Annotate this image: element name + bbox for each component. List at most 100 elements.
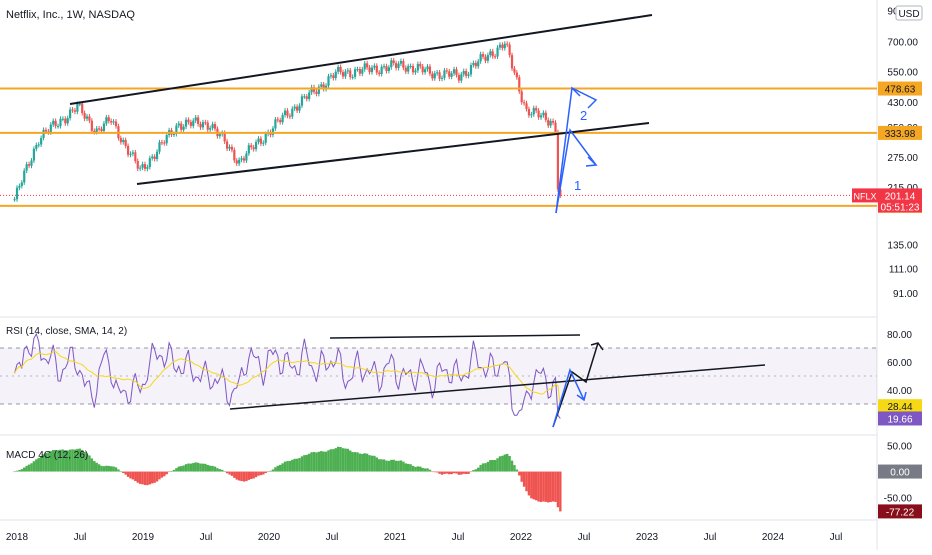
symbol-title[interactable]: Netflix, Inc., 1W, NASDAQ	[6, 9, 135, 21]
candle[interactable]	[283, 108, 287, 118]
candle[interactable]	[322, 81, 325, 92]
candle[interactable]	[252, 144, 255, 152]
candle[interactable]	[433, 70, 436, 81]
candle[interactable]	[271, 125, 275, 138]
candle[interactable]	[547, 117, 550, 129]
candle[interactable]	[298, 103, 301, 114]
candle[interactable]	[525, 100, 528, 112]
candle[interactable]	[416, 61, 419, 74]
macd-value-tag[interactable]	[878, 504, 922, 519]
candle[interactable]	[496, 45, 499, 59]
candle[interactable]	[235, 157, 238, 167]
candle[interactable]	[134, 149, 137, 164]
candle[interactable]	[129, 151, 132, 158]
rsi-line[interactable]	[14, 332, 561, 419]
rsi-upper-trendline[interactable]	[329, 334, 581, 339]
candle[interactable]	[262, 140, 265, 147]
candle[interactable]	[407, 63, 410, 75]
candle[interactable]	[40, 135, 43, 148]
rsi-projection-up[interactable]	[552, 342, 599, 428]
candle[interactable]	[467, 71, 470, 79]
candle[interactable]	[494, 53, 497, 59]
candle[interactable]	[489, 48, 492, 58]
candle[interactable]	[13, 196, 16, 202]
candle[interactable]	[305, 93, 308, 102]
candle[interactable]	[114, 119, 118, 129]
candle[interactable]	[477, 58, 480, 69]
candle[interactable]	[310, 84, 313, 95]
candle[interactable]	[160, 139, 163, 146]
candle[interactable]	[346, 67, 349, 74]
candle[interactable]	[373, 63, 376, 71]
rsi-projection-down[interactable]	[552, 367, 585, 428]
candle[interactable]	[324, 83, 328, 92]
candle[interactable]	[308, 89, 311, 102]
candle[interactable]	[523, 99, 526, 106]
candle[interactable]	[66, 115, 69, 126]
candle[interactable]	[15, 185, 19, 202]
candle[interactable]	[247, 142, 250, 156]
candle[interactable]	[334, 69, 337, 81]
candle[interactable]	[83, 110, 86, 122]
candle[interactable]	[486, 52, 489, 64]
candle[interactable]	[71, 107, 74, 113]
candle[interactable]	[445, 68, 448, 74]
candle[interactable]	[259, 136, 262, 147]
candle[interactable]	[344, 69, 347, 79]
price-axis[interactable]: 900.00700.00550.00430.00350.00275.00215.…	[852, 7, 922, 519]
candle[interactable]	[491, 48, 494, 59]
candle[interactable]	[387, 64, 390, 74]
macd-value-tag[interactable]	[878, 464, 922, 479]
rsi-ma-line[interactable]	[14, 350, 561, 407]
candle[interactable]	[556, 129, 560, 192]
candle[interactable]	[513, 66, 516, 76]
candle[interactable]	[165, 132, 168, 146]
candle[interactable]	[112, 119, 115, 125]
candle[interactable]	[189, 119, 192, 129]
candle[interactable]	[88, 114, 91, 124]
candle[interactable]	[332, 72, 335, 81]
candle[interactable]	[532, 105, 535, 117]
candle[interactable]	[404, 65, 407, 75]
candle[interactable]	[423, 66, 427, 75]
candle[interactable]	[286, 108, 289, 119]
candle[interactable]	[370, 65, 374, 75]
rsi-arrow-up[interactable]	[590, 342, 604, 351]
candle[interactable]	[240, 155, 243, 163]
candle[interactable]	[527, 106, 531, 118]
candle[interactable]	[153, 154, 156, 162]
candle[interactable]	[20, 180, 23, 189]
candle[interactable]	[361, 66, 364, 77]
candle[interactable]	[544, 110, 547, 123]
candle[interactable]	[353, 66, 357, 80]
candle[interactable]	[341, 69, 345, 79]
candle[interactable]	[281, 112, 284, 125]
candle[interactable]	[182, 124, 185, 133]
candle[interactable]	[81, 101, 84, 116]
candle[interactable]	[508, 42, 511, 58]
candle[interactable]	[484, 54, 487, 64]
candle[interactable]	[204, 119, 207, 126]
candle[interactable]	[192, 118, 195, 129]
rsi-lower-trendline[interactable]	[229, 364, 766, 410]
candle[interactable]	[56, 123, 60, 129]
candle[interactable]	[378, 70, 381, 77]
candle[interactable]	[206, 120, 209, 133]
ticker-tag[interactable]	[852, 188, 878, 203]
candle[interactable]	[366, 60, 369, 70]
candle[interactable]	[411, 63, 415, 75]
rsi-pane[interactable]	[0, 332, 877, 419]
candle[interactable]	[110, 118, 113, 125]
candle[interactable]	[146, 164, 149, 172]
candle[interactable]	[474, 60, 477, 69]
candle[interactable]	[303, 93, 306, 99]
candle[interactable]	[339, 64, 342, 75]
candle[interactable]	[119, 135, 122, 145]
level-tag[interactable]	[878, 125, 922, 140]
candle[interactable]	[498, 42, 502, 51]
candle[interactable]	[462, 68, 465, 77]
candle[interactable]	[317, 84, 320, 97]
candle[interactable]	[52, 118, 55, 127]
candle[interactable]	[431, 71, 434, 81]
